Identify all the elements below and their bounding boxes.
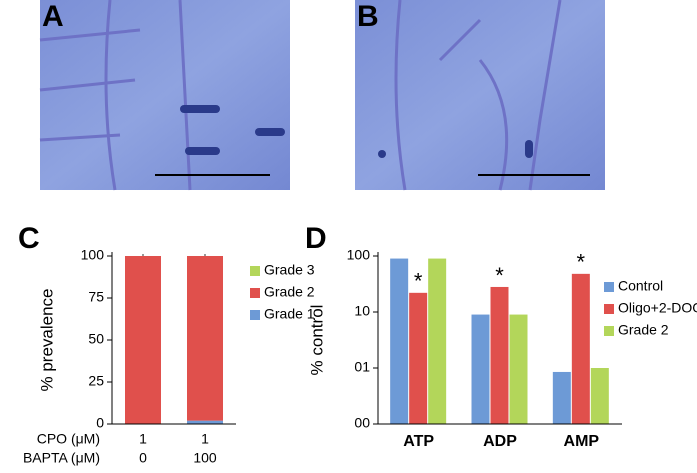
legend-label: Oligo+2-DOG (618, 300, 697, 316)
significance-marker: * (577, 250, 586, 275)
panel-label: C (18, 222, 40, 255)
table-row-label: CPO (μM) (37, 431, 100, 447)
legend-swatch (604, 304, 614, 314)
bar (509, 314, 528, 424)
bar (590, 368, 609, 424)
legend-swatch (250, 288, 260, 298)
table-value: 1 (139, 431, 147, 447)
bar (490, 286, 509, 424)
table-value: 1 (201, 431, 209, 447)
y-tick-label: 50 (88, 331, 104, 347)
legend-swatch (604, 326, 614, 336)
y-tick-label: 25 (88, 373, 104, 389)
legend-swatch (604, 282, 614, 292)
legend-swatch (250, 310, 260, 320)
bar (552, 371, 571, 424)
y-tick-label: 00 (354, 415, 370, 431)
x-tick-label: AMP (564, 433, 600, 450)
y-tick-label: 10 (354, 303, 370, 319)
bar (428, 258, 447, 424)
legend-label: Control (618, 278, 663, 294)
bar (409, 292, 428, 424)
y-tick-label: 100 (81, 247, 105, 263)
y-tick-label: 75 (88, 289, 104, 305)
table-value: 100 (193, 450, 217, 466)
legend-label: Grade 3 (264, 262, 315, 278)
table-row-label: BAPTA (μM) (23, 450, 100, 466)
micrograph-b (355, 0, 605, 191)
legend-label: Grade 2 (618, 322, 669, 338)
legend-swatch (250, 266, 260, 276)
legend-label: Grade 2 (264, 284, 315, 300)
panel-label: A (42, 0, 64, 33)
y-axis-label: % prevalence (37, 288, 56, 391)
x-tick-label: ADP (483, 433, 517, 450)
table-value: 0 (139, 450, 147, 466)
y-tick-label: 0 (96, 415, 104, 431)
significance-marker: * (414, 269, 423, 294)
bar (471, 314, 490, 424)
micrograph-a (39, 0, 290, 191)
significance-marker: * (495, 263, 504, 288)
legend-label: Grade 1 (264, 306, 315, 322)
y-tick-label: 01 (354, 359, 370, 375)
bar-segment (187, 256, 223, 421)
bar (571, 273, 590, 424)
bar-segment (187, 420, 223, 424)
x-tick-label: ATP (403, 433, 434, 450)
bar-segment (125, 256, 161, 424)
bar (390, 258, 409, 424)
panel-label: B (357, 0, 379, 33)
y-tick-label: 100 (347, 247, 371, 263)
y-axis-label: % control (307, 305, 326, 376)
panel-label: D (305, 222, 327, 255)
